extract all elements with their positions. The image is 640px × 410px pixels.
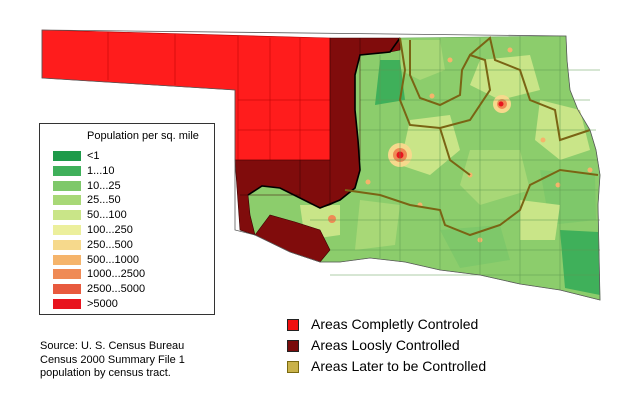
area-later-controlled-borders [344, 36, 599, 237]
legend-title: Population per sq. mile [87, 130, 199, 142]
legend-swatch [53, 299, 81, 309]
legend-label: 10...25 [87, 179, 121, 192]
key-label: Areas Later to be Controlled [311, 358, 487, 374]
source-line: Source: U. S. Census Bureau [40, 340, 185, 352]
density-patches [300, 40, 600, 295]
legend-swatch [53, 239, 81, 250]
source-line: Census 2000 Summary File 1 [40, 353, 185, 366]
legend-swatch [53, 254, 81, 265]
key-label: Areas Completly Controled [311, 316, 479, 332]
legend-swatch [53, 195, 81, 206]
city-tulsa [493, 95, 511, 113]
legend-label: 1000...2500 [87, 268, 146, 281]
legend-label: 500...1000 [87, 253, 139, 266]
legend-label: 50...100 [87, 209, 127, 222]
key-swatch [287, 319, 299, 331]
key-swatch [287, 361, 299, 373]
legend-swatch [53, 210, 81, 221]
city-lawton [328, 215, 336, 223]
legend-label: 2500...5000 [87, 283, 146, 296]
legend-label: >5000 [87, 298, 118, 310]
legend-label: 250...500 [87, 238, 133, 251]
legend-label: 25...50 [87, 194, 121, 207]
control-boundary [247, 37, 401, 209]
density-legend: Population per sq. mile <1 1...10 10...25 2… [39, 123, 215, 315]
legend-swatch [53, 225, 81, 235]
source-line: population by census tract. [40, 367, 171, 379]
key-label: Areas Loosly Controlled [311, 337, 460, 353]
legend-swatch [53, 284, 81, 295]
legend-label: <1 [87, 150, 100, 162]
legend-swatch [53, 165, 81, 176]
legend-label: 100...250 [87, 224, 133, 236]
legend-swatch [53, 180, 81, 191]
source-note: Source: U. S. Census Bureau Census 2000 … [40, 340, 185, 381]
legend-swatch [53, 269, 81, 280]
county-lines [300, 36, 600, 290]
state-outline [41, 29, 601, 301]
key-swatch [287, 340, 299, 352]
legend-swatch [53, 151, 81, 161]
legend-label: 1...10 [87, 164, 115, 177]
